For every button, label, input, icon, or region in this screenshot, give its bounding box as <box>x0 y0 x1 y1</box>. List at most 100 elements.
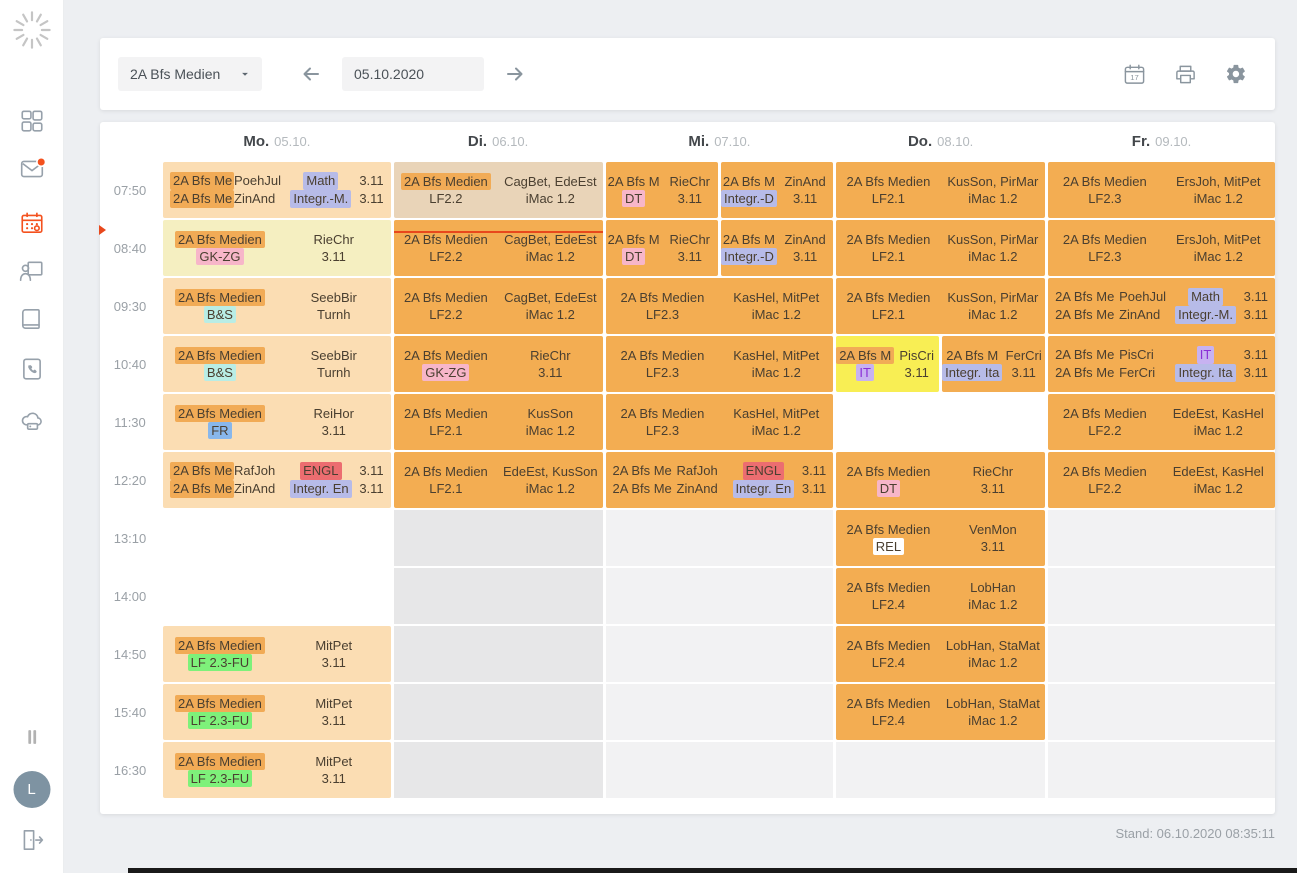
teacher-name: ZinAnd <box>784 232 826 247</box>
lesson-cell[interactable]: 2A Bfs Medien B&S SeebBir Turnh <box>163 336 391 392</box>
subject-name: DT <box>606 190 662 207</box>
class-name: 2A Bfs Medien <box>836 579 940 596</box>
lesson-cell[interactable]: 2A Bfs M Integr. Ita FerCri 3.11 <box>942 336 1046 392</box>
timetable-slot: 2A Bfs Medien GK-ZG RieChr 3.11 <box>393 336 603 392</box>
lesson-cell[interactable]: 2A Bfs Medien FR ReiHor 3.11 <box>163 394 391 450</box>
pause-updates-icon[interactable] <box>18 723 46 751</box>
lesson-cell[interactable]: 2A Bfs Me PoehJul Math 3.11 2A Bfs Me ZinAnd I… <box>1048 278 1275 334</box>
lesson-cell[interactable]: 2A Bfs Medien LF2.4 LobHan, StaMat iMac 1.2 <box>836 626 1046 682</box>
class-subject-column: 2A Bfs Medien LF2.2 <box>1048 463 1161 497</box>
teacher-name: SeebBir <box>310 290 357 305</box>
sidebar-item-platform[interactable] <box>18 407 46 435</box>
lesson-cell[interactable]: 2A Bfs Medien LF2.1 KusSon, PirMar iMac 1.2 <box>836 162 1046 218</box>
main-area: 2A Bfs Medien <box>64 0 1297 873</box>
lesson-cell[interactable]: 2A Bfs Medien GK-ZG RieChr 3.11 <box>393 336 603 392</box>
lesson-cell[interactable]: 2A Bfs M IT PisCri 3.11 <box>836 336 940 392</box>
teacher-room-column: EdeEst, KasHel iMac 1.2 <box>1162 405 1275 439</box>
lesson-cell[interactable]: 2A Bfs Medien LF2.1 KusSon, PirMar iMac 1.2 <box>836 278 1046 334</box>
lesson-cell[interactable]: 2A Bfs M Integr.-D ZinAnd 3.11 <box>720 220 834 276</box>
class-name-text: 2A Bfs M <box>607 232 660 247</box>
subject-chip: IT <box>1196 346 1215 364</box>
today-calendar-icon[interactable]: 17 <box>1123 63 1146 86</box>
lesson-cell[interactable]: 2A Bfs Medien LF 2.3-FU MitPet 3.11 <box>163 626 391 682</box>
lesson-cell[interactable]: 2A Bfs Medien DT RieChr 3.11 <box>836 452 1046 508</box>
lesson-cell[interactable]: 2A Bfs M Integr.-D ZinAnd 3.11 <box>720 162 834 218</box>
previous-week-button[interactable] <box>296 59 326 89</box>
subject-chip: B&S <box>203 364 236 381</box>
lesson-line: 2A Bfs Me RafJoh ENGL 3.11 <box>606 462 834 480</box>
class-subject-column: 2A Bfs M Integr. Ita <box>942 347 1003 381</box>
lesson-content: 2A Bfs Medien LF2.2 CagBet, EdeEst iMac 1.2 <box>394 231 603 265</box>
settings-gear-icon[interactable] <box>1225 63 1247 85</box>
class-name: 2A Bfs Medien <box>836 173 940 190</box>
logout-icon[interactable] <box>18 826 46 854</box>
user-avatar[interactable]: L <box>13 771 50 808</box>
teacher-room-column: ErsJoh, MitPet iMac 1.2 <box>1162 173 1275 207</box>
sidebar-item-timetable[interactable] <box>18 209 46 237</box>
class-name-text: 2A Bfs Medien <box>846 522 931 537</box>
teacher-room-column: LobHan, StaMat iMac 1.2 <box>941 695 1045 729</box>
lesson-cell[interactable]: 2A Bfs Medien LF 2.3-FU MitPet 3.11 <box>163 742 391 798</box>
lesson-cell[interactable]: 2A Bfs Medien LF 2.3-FU MitPet 3.11 <box>163 684 391 740</box>
timetable-slot: 2A Bfs Medien LF2.3 KasHel, MitPet iMac 1.2 <box>605 394 834 450</box>
class-name-text: 2A Bfs Me <box>170 462 234 480</box>
lesson-cell[interactable]: 2A Bfs M DT RieChr 3.11 <box>605 220 718 276</box>
lesson-cell[interactable]: 2A Bfs Me PoehJul Math 3.11 2A Bfs Me ZinAnd I… <box>163 162 391 218</box>
lesson-cell[interactable]: 2A Bfs Medien LF2.3 ErsJoh, MitPet iMac 1.2 <box>1048 162 1275 218</box>
lesson-cell[interactable]: 2A Bfs Medien LF2.1 KusSon iMac 1.2 <box>393 394 603 450</box>
lesson-cell[interactable]: 2A Bfs Medien LF2.3 KasHel, MitPet iMac 1.2 <box>605 336 834 392</box>
lesson-cell[interactable]: 2A Bfs Medien LF2.3 ErsJoh, MitPet iMac 1.2 <box>1048 220 1275 276</box>
timetable-slot: 2A Bfs Medien LF2.3 KasHel, MitPet iMac 1.2 <box>605 336 834 392</box>
lesson-cell[interactable]: 2A Bfs Medien LF2.4 LobHan iMac 1.2 <box>836 568 1046 624</box>
sidebar-item-class-register[interactable] <box>18 257 46 285</box>
lesson-line: 2A Bfs Me ZinAnd Integr. En 3.11 <box>163 480 391 498</box>
subject-name: LF2.2 <box>1048 422 1161 439</box>
subject-name: DT <box>836 480 940 497</box>
sidebar-item-messages[interactable] <box>18 155 46 183</box>
time-label: 09:30 <box>113 298 147 314</box>
lesson-cell[interactable]: 2A Bfs Medien LF2.2 EdeEst, KasHel iMac 1.2 <box>1048 394 1275 450</box>
sidebar-item-contacts[interactable] <box>18 355 46 383</box>
lesson-line: 2A Bfs Me PisCri IT 3.11 <box>1048 346 1275 364</box>
lesson-cell[interactable]: 2A Bfs Me PisCri IT 3.11 2A Bfs Me FerCri Inte… <box>1048 336 1275 392</box>
lesson-cell[interactable]: 2A Bfs M DT RieChr 3.11 <box>605 162 718 218</box>
arrow-left-icon <box>303 67 319 81</box>
teacher-room-column: CagBet, EdeEst iMac 1.2 <box>498 289 602 323</box>
lesson-cell[interactable]: 2A Bfs Medien LF2.2 CagBet, EdeEst iMac 1.2 <box>393 220 603 276</box>
sidebar-item-dashboard[interactable] <box>18 107 46 135</box>
room-name: iMac 1.2 <box>525 191 575 206</box>
print-icon[interactable] <box>1174 63 1197 86</box>
lesson-cell[interactable]: 2A Bfs Medien LF2.3 KasHel, MitPet iMac 1.2 <box>605 394 834 450</box>
teacher-name: CagBet, EdeEst <box>504 232 597 247</box>
class-name-text: 2A Bfs Medien <box>846 464 931 479</box>
lesson-cell[interactable]: 2A Bfs Medien GK-ZG RieChr 3.11 <box>163 220 391 276</box>
sidebar-item-lessons[interactable] <box>18 305 46 333</box>
lesson-cell[interactable]: 2A Bfs Medien LF2.2 CagBet, EdeEst iMac 1.2 <box>393 162 603 218</box>
lesson-cell[interactable]: 2A Bfs Medien LF2.2 CagBet, EdeEst iMac 1.2 <box>393 278 603 334</box>
lesson-cell[interactable]: 2A Bfs Me RafJoh ENGL 3.11 2A Bfs Me ZinAnd In… <box>605 452 834 508</box>
timetable-slot: 2A Bfs Medien B&S SeebBir Turnh <box>163 336 391 392</box>
lesson-cell[interactable]: 2A Bfs Medien B&S SeebBir Turnh <box>163 278 391 334</box>
lesson-cell[interactable]: 2A Bfs Medien LF2.3 KasHel, MitPet iMac 1.2 <box>605 278 834 334</box>
lesson-cell[interactable]: 2A Bfs Medien LF2.4 LobHan, StaMat iMac 1.2 <box>836 684 1046 740</box>
subject-name: B&S <box>163 364 277 381</box>
subject-name: LF2.4 <box>836 596 940 613</box>
timetable-slot <box>393 510 603 566</box>
date-input[interactable] <box>342 57 484 91</box>
subject-name: LF2.4 <box>836 712 940 729</box>
subject-chip: Integr.-M. <box>1175 306 1236 324</box>
class-name: 2A Bfs Medien <box>1048 173 1161 190</box>
lesson-cell[interactable]: 2A Bfs Medien LF2.1 EdeEst, KusSon iMac 1.2 <box>393 452 603 508</box>
time-label: 14:50 <box>113 646 147 662</box>
subject-chip: Integr. Ita <box>942 364 1003 381</box>
class-selector-dropdown[interactable]: 2A Bfs Medien <box>118 57 262 91</box>
lesson-cell[interactable]: 2A Bfs Medien LF2.2 EdeEst, KasHel iMac 1.2 <box>1048 452 1275 508</box>
teacher-room-column: CagBet, EdeEst iMac 1.2 <box>498 173 602 207</box>
next-week-button[interactable] <box>500 59 530 89</box>
lesson-cell[interactable]: 2A Bfs Medien LF2.1 KusSon, PirMar iMac 1.2 <box>836 220 1046 276</box>
lesson-cell[interactable]: 2A Bfs Me RafJoh ENGL 3.11 2A Bfs Me ZinAnd In… <box>163 452 391 508</box>
lesson-cell[interactable]: 2A Bfs Medien REL VenMon 3.11 <box>836 510 1046 566</box>
bottom-edge-strip <box>128 868 1297 873</box>
subject-chip: B&S <box>203 306 236 323</box>
room-name: iMac 1.2 <box>751 365 801 380</box>
